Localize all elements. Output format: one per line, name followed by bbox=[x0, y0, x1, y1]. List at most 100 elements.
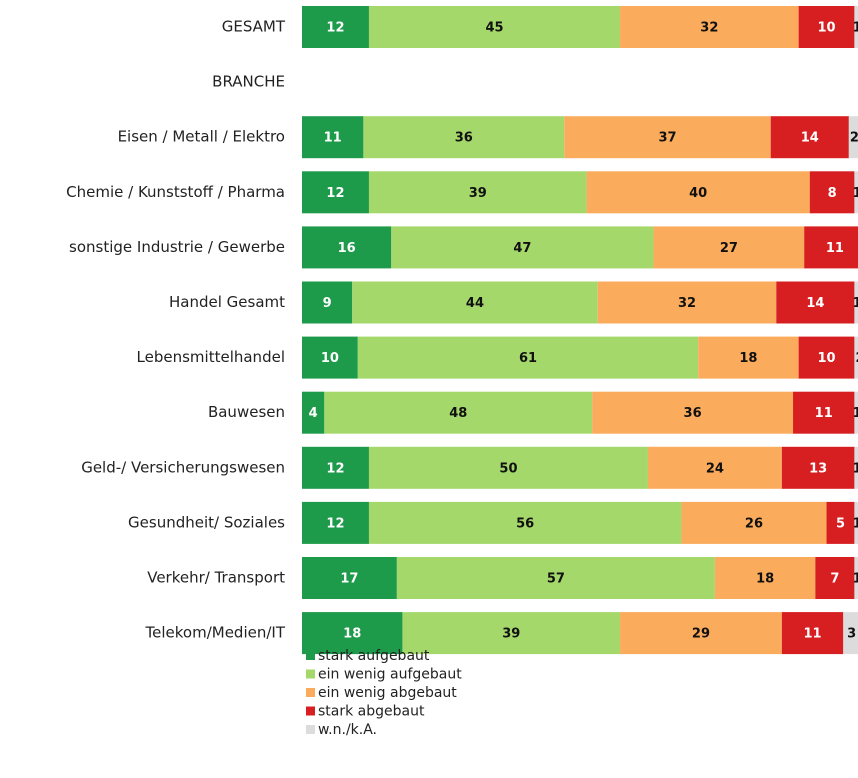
bar-segment bbox=[854, 501, 858, 544]
category-label: Chemie / Kunststoff / Pharma bbox=[66, 183, 285, 201]
value-label: 1 bbox=[853, 406, 858, 421]
bar-segment bbox=[793, 391, 855, 434]
value-label: 12 bbox=[326, 516, 344, 531]
value-label: 39 bbox=[502, 627, 520, 642]
bar-segment bbox=[363, 116, 565, 159]
value-label: 2 bbox=[850, 131, 858, 146]
bar-segment bbox=[854, 281, 858, 324]
category-label: sonstige Industrie / Gewerbe bbox=[69, 238, 285, 256]
value-label: 1 bbox=[853, 296, 858, 311]
bar-segment bbox=[586, 171, 810, 214]
bar-segment bbox=[653, 226, 805, 269]
category-label: GESAMT bbox=[222, 18, 286, 36]
bar-segment bbox=[826, 501, 855, 544]
value-label: 36 bbox=[455, 131, 473, 146]
bar-segment bbox=[302, 6, 369, 48]
category-label: Handel Gesamt bbox=[169, 293, 285, 311]
value-label: 1 bbox=[853, 461, 858, 476]
value-label: 11 bbox=[826, 241, 844, 256]
legend-label: stark aufgebaut bbox=[318, 648, 430, 664]
value-label: 1 bbox=[853, 186, 858, 201]
value-label: 13 bbox=[809, 461, 827, 476]
bar-segment bbox=[770, 116, 849, 159]
bar-segment bbox=[843, 612, 858, 655]
value-label: 11 bbox=[804, 627, 822, 642]
bar-segment bbox=[714, 557, 816, 599]
value-label: 32 bbox=[678, 296, 696, 311]
bar-segment bbox=[698, 336, 799, 379]
legend-label: stark abgebaut bbox=[318, 704, 425, 720]
value-label: 39 bbox=[469, 186, 487, 201]
value-label: 45 bbox=[485, 21, 503, 36]
bar-segment bbox=[798, 6, 855, 48]
value-label: 29 bbox=[692, 627, 710, 642]
value-label: 18 bbox=[739, 351, 757, 366]
bar-segment bbox=[302, 557, 397, 599]
bar-segment bbox=[324, 391, 593, 434]
bar-segment bbox=[302, 446, 369, 489]
value-label: 40 bbox=[689, 186, 707, 201]
value-label: 17 bbox=[340, 572, 358, 587]
bar-segment bbox=[302, 281, 353, 324]
bar-segment bbox=[357, 336, 699, 379]
value-label: 56 bbox=[516, 516, 534, 531]
value-label: 26 bbox=[745, 516, 763, 531]
bar-segment bbox=[781, 446, 855, 489]
value-label: 24 bbox=[706, 461, 724, 476]
bar-segment bbox=[302, 226, 392, 269]
value-label: 1 bbox=[853, 572, 858, 587]
bar-segment bbox=[368, 171, 587, 214]
value-label: 14 bbox=[806, 296, 824, 311]
value-label: 48 bbox=[449, 406, 467, 421]
category-label: Gesundheit/ Soziales bbox=[128, 513, 285, 531]
value-label: 10 bbox=[817, 21, 835, 36]
bar-segment bbox=[592, 391, 794, 434]
category-label: Eisen / Metall / Elektro bbox=[118, 128, 285, 146]
value-label: 32 bbox=[700, 21, 718, 36]
bar-segment bbox=[854, 391, 858, 434]
value-label: 12 bbox=[326, 186, 344, 201]
bar-segment bbox=[647, 446, 782, 489]
category-label: Lebensmittelhandel bbox=[137, 348, 285, 366]
bar-segment bbox=[302, 171, 369, 214]
category-label: Telekom/Medien/IT bbox=[145, 624, 286, 642]
category-label: BRANCHE bbox=[212, 73, 285, 91]
value-label: 11 bbox=[324, 131, 342, 146]
legend-swatch bbox=[306, 669, 315, 679]
legend-label: ein wenig abgebaut bbox=[318, 685, 457, 701]
value-label: 61 bbox=[519, 351, 537, 366]
value-label: 11 bbox=[815, 406, 833, 421]
bar-segment bbox=[302, 612, 403, 655]
value-label: 18 bbox=[756, 572, 774, 587]
bar-segment bbox=[620, 6, 799, 48]
bar-segment bbox=[776, 281, 855, 324]
bar-segment bbox=[368, 501, 682, 544]
value-label: 1 bbox=[853, 21, 858, 36]
value-label: 1 bbox=[853, 516, 858, 531]
bar-segment bbox=[798, 336, 855, 379]
category-label: Bauwesen bbox=[208, 403, 285, 421]
bar-segment bbox=[368, 446, 648, 489]
legend-swatch bbox=[306, 706, 315, 716]
value-label: 3 bbox=[847, 627, 856, 642]
value-label: 44 bbox=[466, 296, 484, 311]
bar-segment bbox=[352, 281, 598, 324]
legend-swatch bbox=[306, 725, 315, 734]
bar-segment bbox=[564, 116, 771, 159]
bar-segment bbox=[368, 6, 621, 48]
bar-segment bbox=[854, 446, 858, 489]
bar-segment bbox=[302, 501, 369, 544]
value-label: 2 bbox=[855, 351, 858, 366]
bar-segment bbox=[848, 116, 858, 159]
bar-segment bbox=[854, 557, 858, 599]
bar-segment bbox=[781, 612, 844, 655]
category-label: Geld-/ Versicherungswesen bbox=[81, 458, 285, 476]
bar-segment bbox=[391, 226, 654, 269]
legend-swatch bbox=[306, 688, 315, 697]
bar-segment bbox=[302, 336, 358, 379]
value-label: 9 bbox=[323, 296, 332, 311]
bar-segment bbox=[854, 6, 858, 48]
legend-label: ein wenig aufgebaut bbox=[318, 667, 462, 683]
bar-segment bbox=[809, 171, 855, 214]
